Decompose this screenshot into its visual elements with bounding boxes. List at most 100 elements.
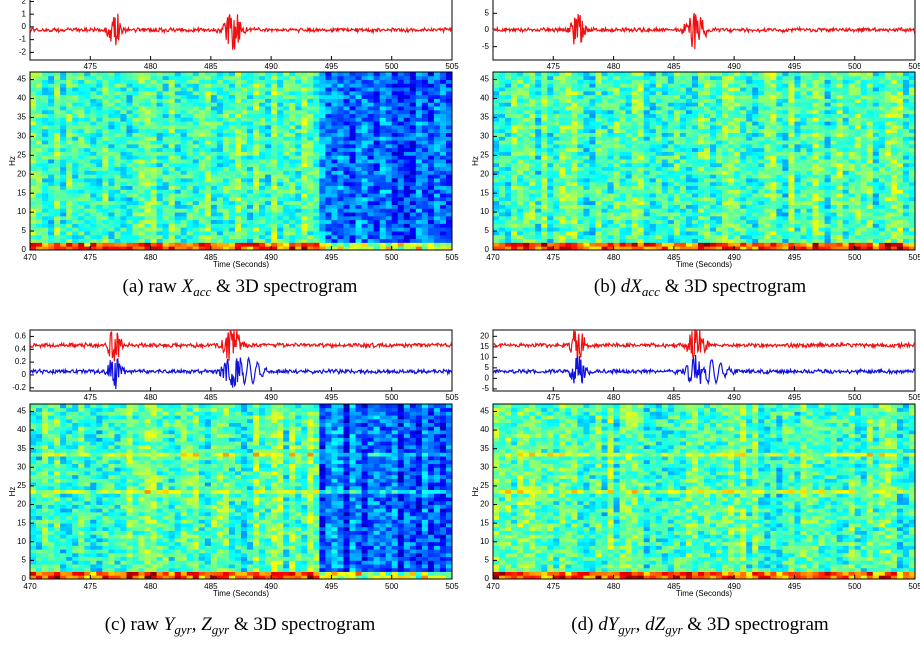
spectrogram-cell (223, 186, 229, 190)
spectrogram-cell (247, 102, 253, 106)
spectrogram-cell (656, 205, 662, 209)
spectrogram-cell (734, 216, 740, 220)
spectrogram-cell (60, 174, 66, 178)
spectrogram-cell (446, 72, 452, 76)
spectrogram-cell (362, 167, 368, 171)
spectrogram-cell (247, 212, 253, 216)
spectrogram-cell (319, 159, 325, 163)
spectrogram-cell (440, 91, 446, 95)
spectrogram-cell (169, 242, 175, 246)
spectrogram-cell (422, 102, 428, 106)
spectrogram-cell (722, 170, 728, 174)
spectrogram-cell (614, 231, 620, 235)
spectrogram-cell (120, 152, 126, 156)
spectrogram-cell (114, 208, 120, 212)
spectrogram-cell (145, 216, 151, 220)
spectrogram-cell (247, 140, 253, 144)
spectrogram-cell (511, 223, 517, 227)
spectrogram-cell (362, 76, 368, 80)
spectrogram-cell (589, 193, 595, 197)
spectrogram-cell (90, 106, 96, 110)
spectrogram-cell (319, 220, 325, 224)
spectrogram-cell (60, 114, 66, 118)
spectrogram-cell (392, 80, 398, 84)
spectrogram-cell (235, 163, 241, 167)
spectrogram-cell (843, 193, 849, 197)
spectrogram-cell (325, 152, 331, 156)
spectrogram-cell (319, 83, 325, 87)
spectrogram-cell (78, 163, 84, 167)
spectrogram-cell (374, 110, 380, 114)
spectrogram-cell (404, 144, 410, 148)
spectrogram-cell (72, 159, 78, 163)
spectrogram-cell (897, 201, 903, 205)
spectrogram-cell (163, 72, 169, 76)
spectrogram-cell (60, 167, 66, 171)
spectrogram-cell (386, 208, 392, 212)
spectrogram-cell (511, 174, 517, 178)
spectrogram-cell (843, 220, 849, 224)
spectrogram-cell (36, 110, 42, 114)
spectrogram-cell (386, 235, 392, 239)
spectrogram-cell (259, 148, 265, 152)
spectrogram-cell (813, 205, 819, 209)
spectrogram-cell (583, 189, 589, 193)
spectrogram-cell (151, 99, 157, 103)
spectrogram-cell (356, 159, 362, 163)
spectrogram-cell (66, 227, 72, 231)
spectrogram-cell (440, 125, 446, 129)
spectrogram-cell (752, 216, 758, 220)
spectrogram-cell (505, 186, 511, 190)
spectrogram-cell (181, 83, 187, 87)
spectrogram-cell (84, 114, 90, 118)
spectrogram-cell (199, 220, 205, 224)
spectrogram-cell (620, 201, 626, 205)
spectrogram-cell (879, 212, 885, 216)
spectrogram-cell (181, 95, 187, 99)
spectrogram-cell (307, 167, 313, 171)
spectrogram-cell (547, 212, 553, 216)
spectrogram-cell (752, 212, 758, 216)
spectrogram-cell (42, 140, 48, 144)
spectrogram-cell (909, 201, 915, 205)
spectrogram-cell (668, 182, 674, 186)
spectrogram-cell (151, 235, 157, 239)
spectrogram-cell (54, 72, 60, 76)
spectrogram-cell (42, 178, 48, 182)
spectrogram-cell (126, 178, 132, 182)
spectrogram-cell (589, 197, 595, 201)
spectrogram-cell (108, 102, 114, 106)
spectrogram-cell (48, 159, 54, 163)
spectrogram-cell (716, 220, 722, 224)
spectrogram-cell (770, 193, 776, 197)
spectrogram-cell (740, 178, 746, 182)
spectrogram-cell (746, 231, 752, 235)
spectrogram-cell (782, 235, 788, 239)
spectrogram-cell (78, 83, 84, 87)
spectrogram-cell (169, 163, 175, 167)
spectrogram-cell (187, 205, 193, 209)
spectrogram-cell (307, 208, 313, 212)
spectrogram-cell (90, 125, 96, 129)
spectrogram-cell (343, 186, 349, 190)
spectrogram-cell (410, 170, 416, 174)
spectrogram-cell (193, 189, 199, 193)
spectrogram-cell (151, 189, 157, 193)
spectrogram-cell (374, 133, 380, 137)
spectrogram-cell (529, 239, 535, 243)
spectrogram-cell (295, 220, 301, 224)
spectrogram-cell (96, 167, 102, 171)
spectrogram-cell (30, 197, 36, 201)
spectrogram-cell (102, 239, 108, 243)
spectrogram-cell (819, 174, 825, 178)
spectrogram-cell (325, 235, 331, 239)
spectrogram-cell (885, 235, 891, 239)
spectrogram-cell (595, 174, 601, 178)
spectrogram-cell (283, 223, 289, 227)
spectrogram-cell (559, 223, 565, 227)
spectrogram-cell (295, 102, 301, 106)
spectrogram-cell (223, 231, 229, 235)
spectrogram-cell (541, 220, 547, 224)
spectrogram-cell (289, 114, 295, 118)
spectrogram-cell (42, 231, 48, 235)
